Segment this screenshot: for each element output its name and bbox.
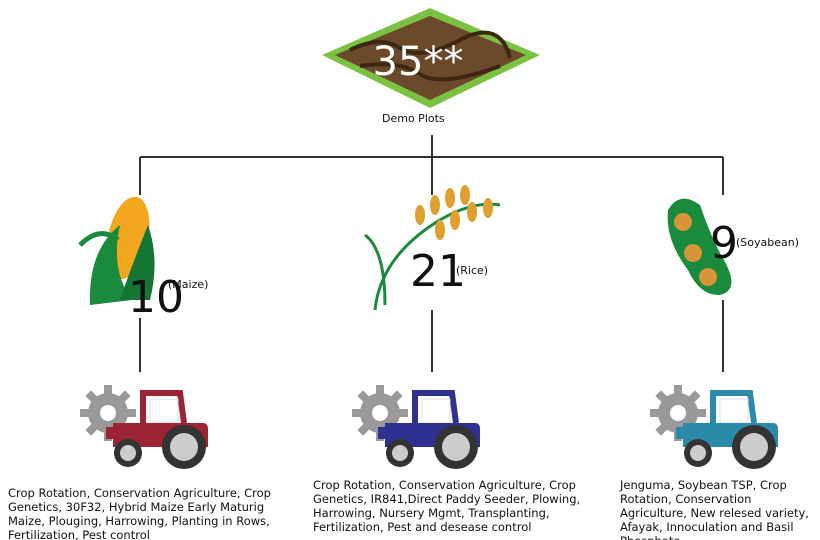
rice-icon <box>364 185 501 311</box>
branch-crop: (Rice) <box>456 264 489 277</box>
tractor-soy <box>650 385 778 469</box>
root-soil <box>322 8 540 108</box>
root-label: Demo Plots <box>382 112 445 125</box>
root-value: 35** <box>373 39 464 85</box>
tractor-rice <box>352 385 480 469</box>
soy-icon <box>667 198 732 296</box>
connectors <box>139 135 724 372</box>
branch-value: 9 <box>710 218 738 269</box>
branch-value: 10 <box>128 272 184 323</box>
maize-icon <box>78 196 155 305</box>
branch-crop: (Soyabean) <box>736 236 800 249</box>
branch-practices: Jenguma, Soybean TSP, Crop Rotation, Con… <box>620 478 809 540</box>
branch-practices: Crop Rotation, Conservation Agriculture,… <box>8 486 271 540</box>
tractor-maize <box>80 385 208 469</box>
branch-crop: (Maize) <box>168 278 209 291</box>
branch-value: 21 <box>410 246 466 297</box>
branch-practices: Crop Rotation, Conservation Agriculture,… <box>313 478 581 534</box>
